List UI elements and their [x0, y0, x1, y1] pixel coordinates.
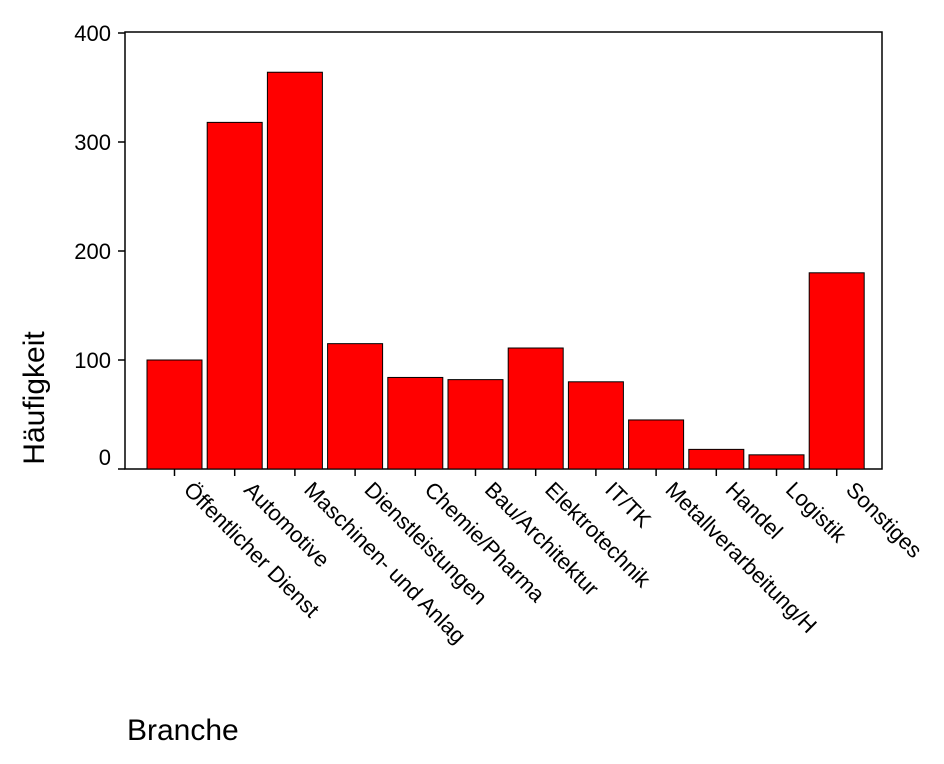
bar — [507, 347, 564, 470]
bar — [266, 71, 323, 470]
x-axis-title: Branche — [127, 714, 239, 747]
bar — [567, 381, 624, 470]
x-tick-label: Sonstiges — [841, 477, 927, 563]
bar — [206, 121, 263, 470]
bar — [447, 379, 504, 470]
bar — [688, 448, 745, 470]
x-tick-label: Logistik — [781, 477, 852, 548]
bar — [387, 376, 444, 470]
y-tick-label: 400 — [74, 21, 111, 46]
x-tick-label: IT/TK — [600, 477, 656, 533]
bars — [146, 71, 865, 470]
bar — [748, 454, 805, 470]
x-tick-label: Elektrotechnik — [540, 477, 656, 593]
y-axis: 0 100 200 300 400 — [74, 21, 125, 470]
y-axis-title: Häufigkeit — [18, 331, 51, 465]
y-tick-label: 200 — [74, 239, 111, 264]
bar — [808, 272, 865, 470]
x-axis: Öffentlicher DienstAutomotiveMaschinen- … — [173, 469, 927, 648]
bar — [327, 343, 384, 470]
y-tick-label: 100 — [74, 348, 111, 373]
bar — [146, 359, 203, 470]
y-tick-label: 0 — [99, 445, 111, 470]
bar — [628, 419, 685, 470]
y-tick-label: 300 — [74, 130, 111, 155]
